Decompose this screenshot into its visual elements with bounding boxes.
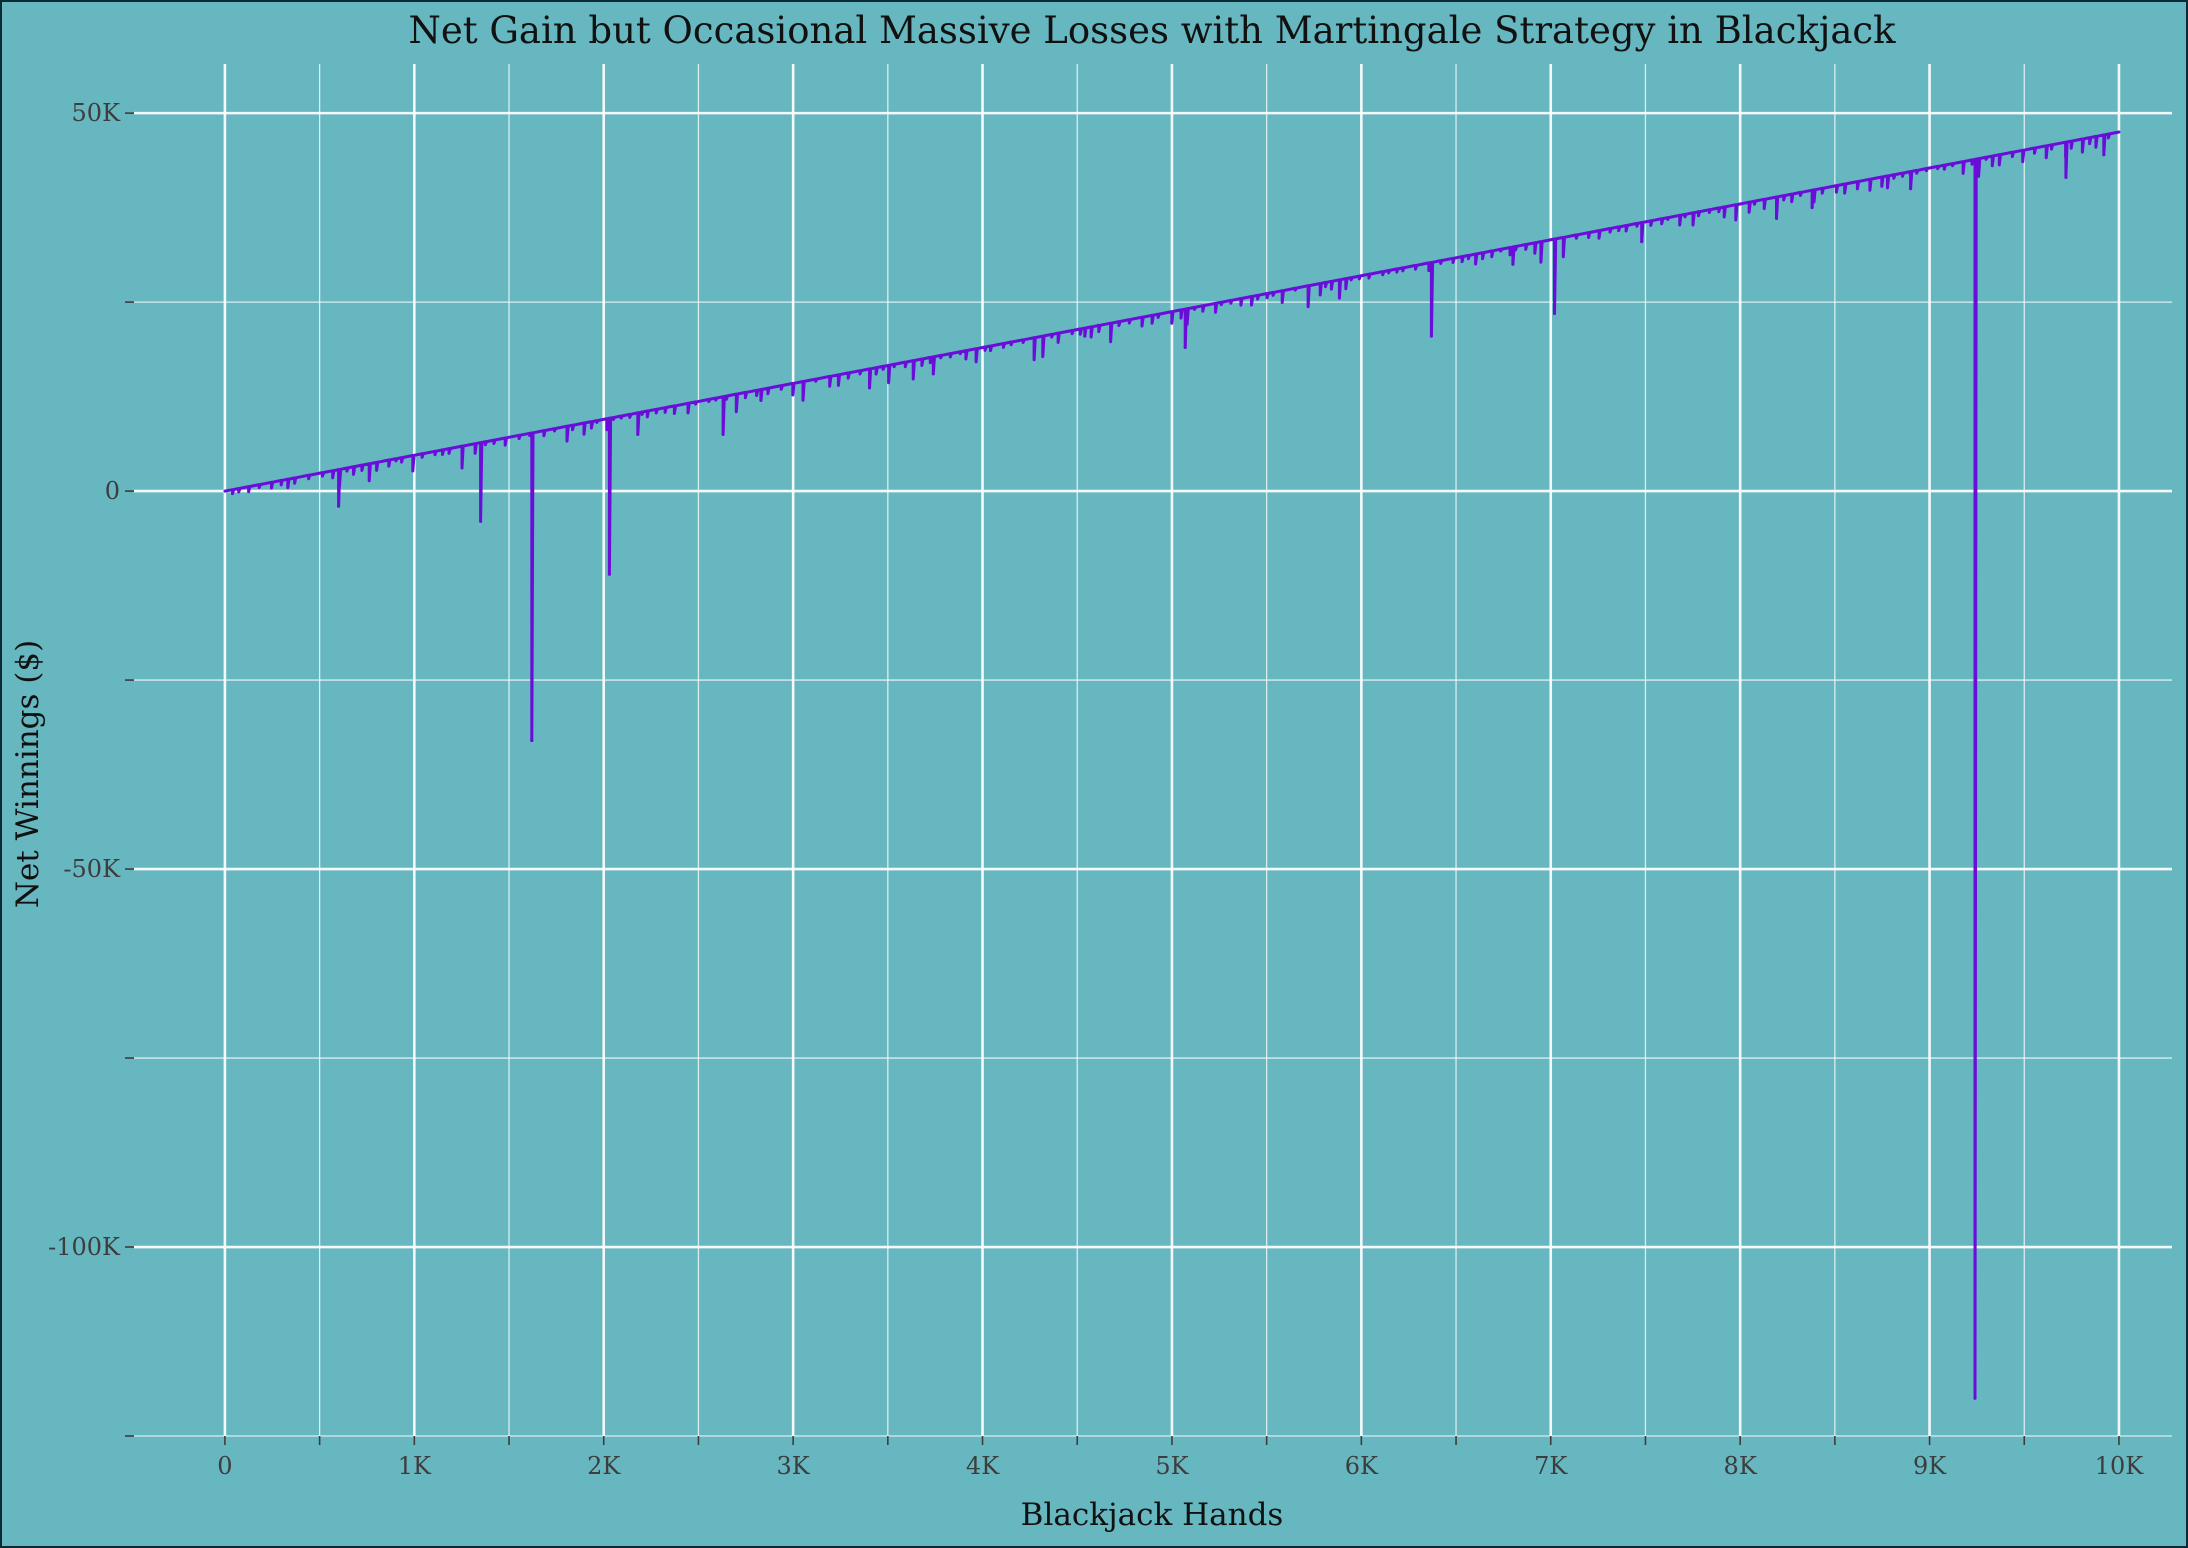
x-tick-label-0: 0 xyxy=(217,1452,232,1480)
drop-point-5 xyxy=(721,432,725,436)
drop-point-18 xyxy=(2102,153,2106,157)
x-axis-title: Blackjack Hands xyxy=(1021,1497,1284,1533)
x-tick-label-8: 8K xyxy=(1724,1452,1758,1480)
y-tick-label-2: -50K xyxy=(63,855,121,883)
x-tick-label-2: 2K xyxy=(587,1452,621,1480)
y-axis-title: Net Winnings ($) xyxy=(10,640,46,908)
drop-point-9 xyxy=(1183,345,1187,349)
drop-point-15 xyxy=(1909,187,1913,191)
x-tick-label-7: 7K xyxy=(1534,1452,1568,1480)
drop-point-2 xyxy=(530,739,534,743)
drop-point-3 xyxy=(607,572,611,576)
x-tick-label-10: 10K xyxy=(2095,1452,2145,1480)
drop-point-17 xyxy=(2064,175,2068,179)
y-tick-label-3: -100K xyxy=(48,1233,121,1261)
drop-point-11 xyxy=(1511,262,1515,266)
chart-title: Net Gain but Occasional Massive Losses w… xyxy=(408,9,1896,52)
drop-point-8 xyxy=(1083,334,1087,338)
grid-layer xyxy=(134,64,2172,1437)
x-tick-label-3: 3K xyxy=(777,1452,811,1480)
drop-point-12 xyxy=(1553,311,1557,315)
x-tick-label-6: 6K xyxy=(1345,1452,1379,1480)
x-tick-label-4: 4K xyxy=(966,1452,1000,1480)
drop-point-14 xyxy=(1810,206,1814,210)
drop-point-1 xyxy=(479,519,483,523)
y-tick-label-1: 0 xyxy=(105,477,120,505)
x-tick-label-5: 5K xyxy=(1155,1452,1189,1480)
drop-point-13 xyxy=(1640,240,1644,244)
drop-point-10 xyxy=(1429,334,1433,338)
drop-point-7 xyxy=(931,372,935,376)
ticks-layer: 0 1K 2K 3K 4K 5K 6K 7K 8K 9K 10K 50K 0 -50K -100K xyxy=(48,99,2144,1480)
drop-point-6 xyxy=(759,398,763,402)
series-layer xyxy=(223,130,2121,1400)
y-tick-label-0: 50K xyxy=(72,99,122,127)
net-winnings-line xyxy=(223,130,2121,1400)
drop-point-16 xyxy=(1973,1396,1977,1400)
drop-point-4 xyxy=(636,432,640,436)
x-tick-label-9: 9K xyxy=(1913,1452,1947,1480)
drop-point-0 xyxy=(337,504,341,508)
x-tick-label-1: 1K xyxy=(398,1452,432,1480)
